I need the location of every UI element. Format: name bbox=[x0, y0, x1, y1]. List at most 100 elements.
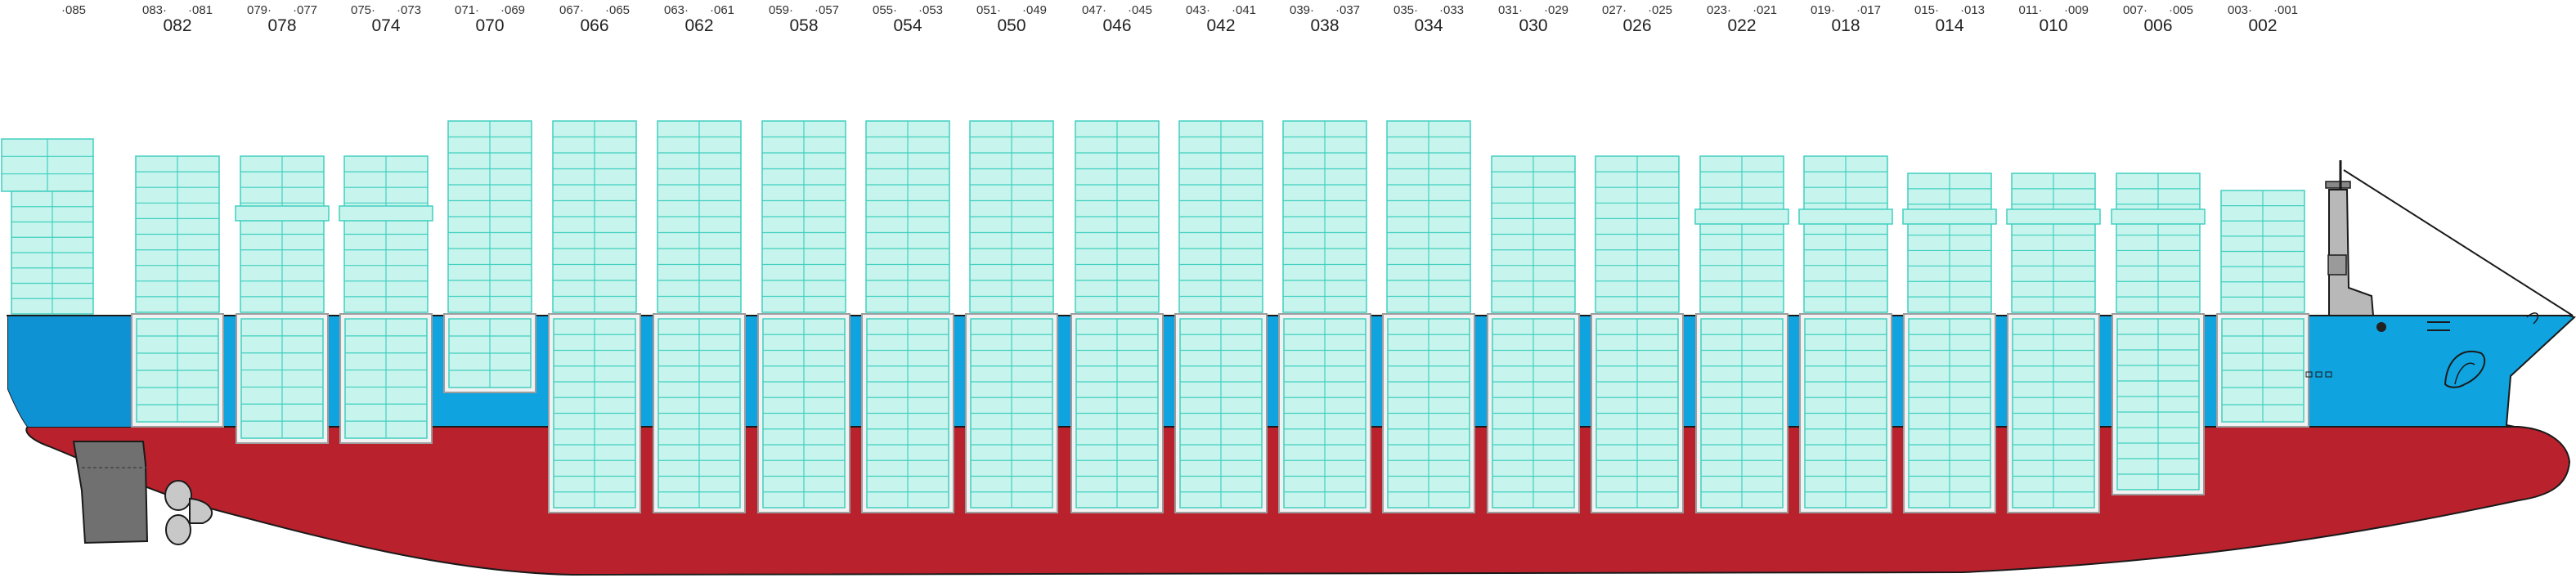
bay-label-even: 026 bbox=[1622, 16, 1651, 35]
hold-stack bbox=[970, 318, 1053, 509]
propeller-icon bbox=[164, 480, 213, 545]
bay-label-odd-left: 007· bbox=[2123, 3, 2147, 17]
anchor-hawse-icon bbox=[2376, 322, 2386, 332]
bulbous-bow-logo-icon bbox=[2444, 351, 2486, 388]
bay-label-odd-left: 011· bbox=[2019, 3, 2043, 17]
deck-stack bbox=[343, 155, 429, 313]
propeller-hub bbox=[189, 497, 213, 524]
deck-stack bbox=[135, 155, 220, 313]
bay-label-odd-left: 051· bbox=[976, 3, 1001, 17]
bay-label-even: 030 bbox=[1519, 16, 1547, 35]
lashing-bridge bbox=[235, 205, 330, 222]
deck-stack bbox=[1699, 155, 1784, 313]
deck-stack bbox=[2116, 173, 2201, 313]
deck-stack bbox=[969, 120, 1054, 313]
logo-detail bbox=[2454, 362, 2475, 385]
deck-stack-aft-upper bbox=[1, 138, 94, 192]
bay-label-odd-right: ·021 bbox=[1752, 3, 1777, 17]
propeller-blade-lower bbox=[165, 514, 191, 545]
deck-stack bbox=[657, 120, 742, 313]
hold-stack bbox=[762, 318, 846, 509]
bay-label-even: 054 bbox=[893, 16, 922, 35]
bay-label-odd-right: ·025 bbox=[1648, 3, 1672, 17]
bay-label-odd-left: 003· bbox=[2228, 3, 2252, 17]
bay-label-even: 038 bbox=[1310, 16, 1339, 35]
bay-label-odd-left: 023· bbox=[1707, 3, 1731, 17]
lashing-bridge bbox=[2111, 208, 2206, 225]
bay-label-odd-left: 047· bbox=[1082, 3, 1106, 17]
hold-stack bbox=[240, 318, 324, 439]
hold-stack bbox=[2116, 318, 2200, 491]
bay-label-even: 058 bbox=[789, 16, 818, 35]
bay-label-even: 022 bbox=[1727, 16, 1756, 35]
bay-label-odd-right: ·033 bbox=[1439, 3, 1464, 17]
bay-label-odd-left: 079· bbox=[247, 3, 272, 17]
bay-label-odd-right: ·081 bbox=[188, 3, 213, 17]
hold-stack bbox=[1075, 318, 1159, 509]
bay-label-even: 066 bbox=[580, 16, 608, 35]
bay-label-odd-left: 043· bbox=[1186, 3, 1210, 17]
bay-label-odd-left: 063· bbox=[664, 3, 689, 17]
deck-stack bbox=[1282, 120, 1367, 313]
mast-platform bbox=[2325, 181, 2351, 189]
lashing-bridge bbox=[1694, 208, 1789, 225]
funnel-icon bbox=[2328, 189, 2375, 316]
bay-label-odd-left: 055· bbox=[873, 3, 897, 17]
stern-blue-panel bbox=[8, 316, 131, 427]
lashing-bridge bbox=[2006, 208, 2101, 225]
bay-label-even: 074 bbox=[371, 16, 400, 35]
bay-label-even: 062 bbox=[684, 16, 713, 35]
bay-label-odd-left: 035· bbox=[1393, 3, 1418, 17]
bay-label-odd-right: ·045 bbox=[1128, 3, 1152, 17]
hold-stack bbox=[2012, 318, 2095, 509]
bay-label-odd-left: 067· bbox=[559, 3, 584, 17]
bay-label-odd-left: 039· bbox=[1290, 3, 1314, 17]
bay-label-odd-left: 071· bbox=[455, 3, 479, 17]
hold-stack bbox=[1700, 318, 1784, 509]
deck-stack bbox=[1386, 120, 1471, 313]
lashing-bridge bbox=[1902, 208, 1997, 225]
bay-label-odd-right: ·061 bbox=[710, 3, 734, 17]
bay-label-odd-right: ·005 bbox=[2169, 3, 2193, 17]
hold-stack bbox=[1283, 318, 1367, 509]
deck-stack bbox=[447, 120, 532, 313]
bay-label-even: 018 bbox=[1831, 16, 1860, 35]
bay-label-odd-right: ·065 bbox=[605, 3, 630, 17]
deck-stack-aft-lower bbox=[11, 190, 94, 315]
rudder-icon bbox=[72, 441, 149, 544]
bay-label-odd-right: ·069 bbox=[500, 3, 525, 17]
bay-label-odd-right: ·013 bbox=[1960, 3, 1985, 17]
bay-label-even: 034 bbox=[1414, 16, 1443, 35]
deck-stack bbox=[1075, 120, 1160, 313]
cargo-holds bbox=[131, 313, 2309, 513]
bay-label-odd-right: ·029 bbox=[1544, 3, 1568, 17]
bay-label-odd-right: ·037 bbox=[1335, 3, 1360, 17]
deck-stack bbox=[552, 120, 637, 313]
bay-label-odd-right: ·017 bbox=[1856, 3, 1881, 17]
deck-stack bbox=[1907, 173, 1992, 313]
lashing-bridge bbox=[339, 205, 433, 222]
deck-stacks bbox=[1, 120, 2305, 315]
bow-mark-top bbox=[2526, 312, 2539, 325]
hold-stack bbox=[1804, 318, 1887, 509]
deck-stack bbox=[865, 120, 950, 313]
hold-stack bbox=[1595, 318, 1679, 509]
bay-label-odd-right: ·057 bbox=[815, 3, 839, 17]
hold-stack bbox=[1908, 318, 1991, 509]
hold-stack bbox=[1387, 318, 1470, 509]
deck-stack bbox=[1491, 155, 1576, 313]
hold-stack bbox=[344, 318, 428, 439]
bay-label-even: 014 bbox=[1935, 16, 1963, 35]
bay-label-odd-right: ·009 bbox=[2064, 3, 2089, 17]
lashing-bridge bbox=[1798, 208, 1893, 225]
porthole-icon bbox=[2325, 371, 2332, 378]
bay-label-odd-left: 031· bbox=[1498, 3, 1523, 17]
hold-stack bbox=[657, 318, 741, 509]
deck-stack bbox=[761, 120, 846, 313]
bay-label-even: 078 bbox=[267, 16, 296, 35]
bay-label-odd-right: ·001 bbox=[2273, 3, 2298, 17]
bay-label-odd-left: 027· bbox=[1602, 3, 1627, 17]
hold-stack bbox=[553, 318, 636, 509]
